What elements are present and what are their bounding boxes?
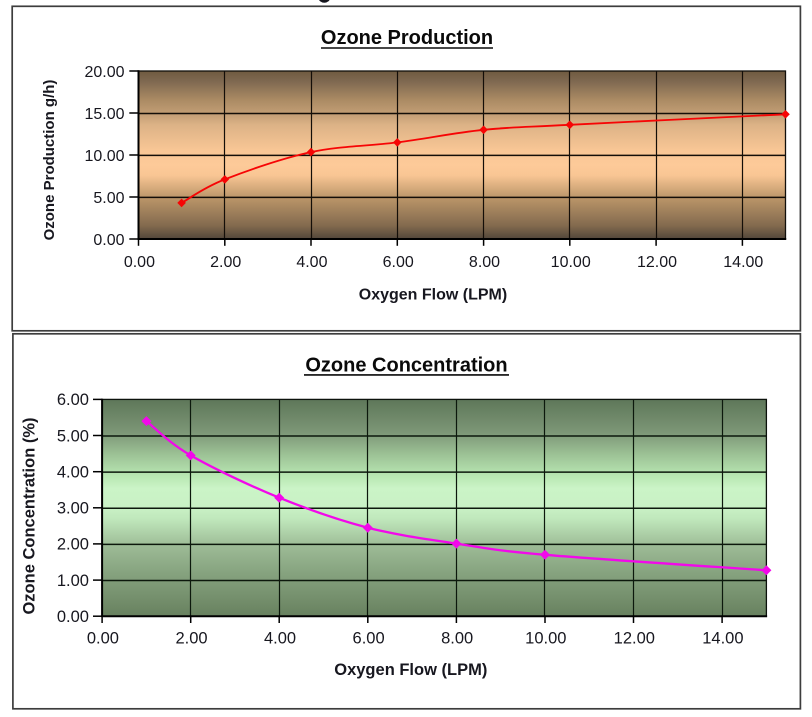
svg-text:4.00: 4.00 xyxy=(264,630,296,648)
svg-text:Ozone Concentration: Ozone Concentration xyxy=(305,355,507,377)
svg-text:Ozone Production: Ozone Production xyxy=(321,27,493,49)
svg-text:20.00: 20.00 xyxy=(84,64,124,81)
svg-text:4.00: 4.00 xyxy=(296,254,327,271)
svg-text:0.00: 0.00 xyxy=(57,608,89,626)
svg-text:2.00: 2.00 xyxy=(210,254,241,271)
svg-text:5.00: 5.00 xyxy=(57,427,89,445)
svg-text:Oxygen Flow (LPM): Oxygen Flow (LPM) xyxy=(334,661,487,679)
svg-text:Oxygen Flow (LPM): Oxygen Flow (LPM) xyxy=(359,286,507,303)
svg-text:0.00: 0.00 xyxy=(124,254,155,271)
svg-text:1.00: 1.00 xyxy=(57,572,89,590)
svg-text:8.00: 8.00 xyxy=(441,630,473,648)
svg-text:12.00: 12.00 xyxy=(614,630,655,648)
svg-text:10.00: 10.00 xyxy=(84,148,124,165)
svg-text:6.00: 6.00 xyxy=(57,391,89,409)
svg-text:15.00: 15.00 xyxy=(84,106,124,123)
svg-text:6.00: 6.00 xyxy=(383,254,414,271)
svg-text:5.00: 5.00 xyxy=(93,190,124,207)
svg-text:10.00: 10.00 xyxy=(525,630,566,648)
svg-text:14.00: 14.00 xyxy=(723,254,763,271)
svg-text:3.00: 3.00 xyxy=(57,500,89,518)
svg-text:0.00: 0.00 xyxy=(87,630,119,648)
svg-text:2.00: 2.00 xyxy=(57,536,89,554)
svg-text:4.00: 4.00 xyxy=(57,464,89,482)
svg-text:14.00: 14.00 xyxy=(702,630,743,648)
svg-text:10.00: 10.00 xyxy=(551,254,591,271)
svg-text:Ozone Concentration (%): Ozone Concentration (%) xyxy=(21,417,39,614)
svg-text:0.00: 0.00 xyxy=(93,232,124,249)
svg-text:2.00: 2.00 xyxy=(175,630,207,648)
svg-text:8.00: 8.00 xyxy=(469,254,500,271)
svg-text:12.00: 12.00 xyxy=(637,254,677,271)
svg-text:6.00: 6.00 xyxy=(353,630,385,648)
svg-text:Ozone Production g/h): Ozone Production g/h) xyxy=(41,80,58,241)
